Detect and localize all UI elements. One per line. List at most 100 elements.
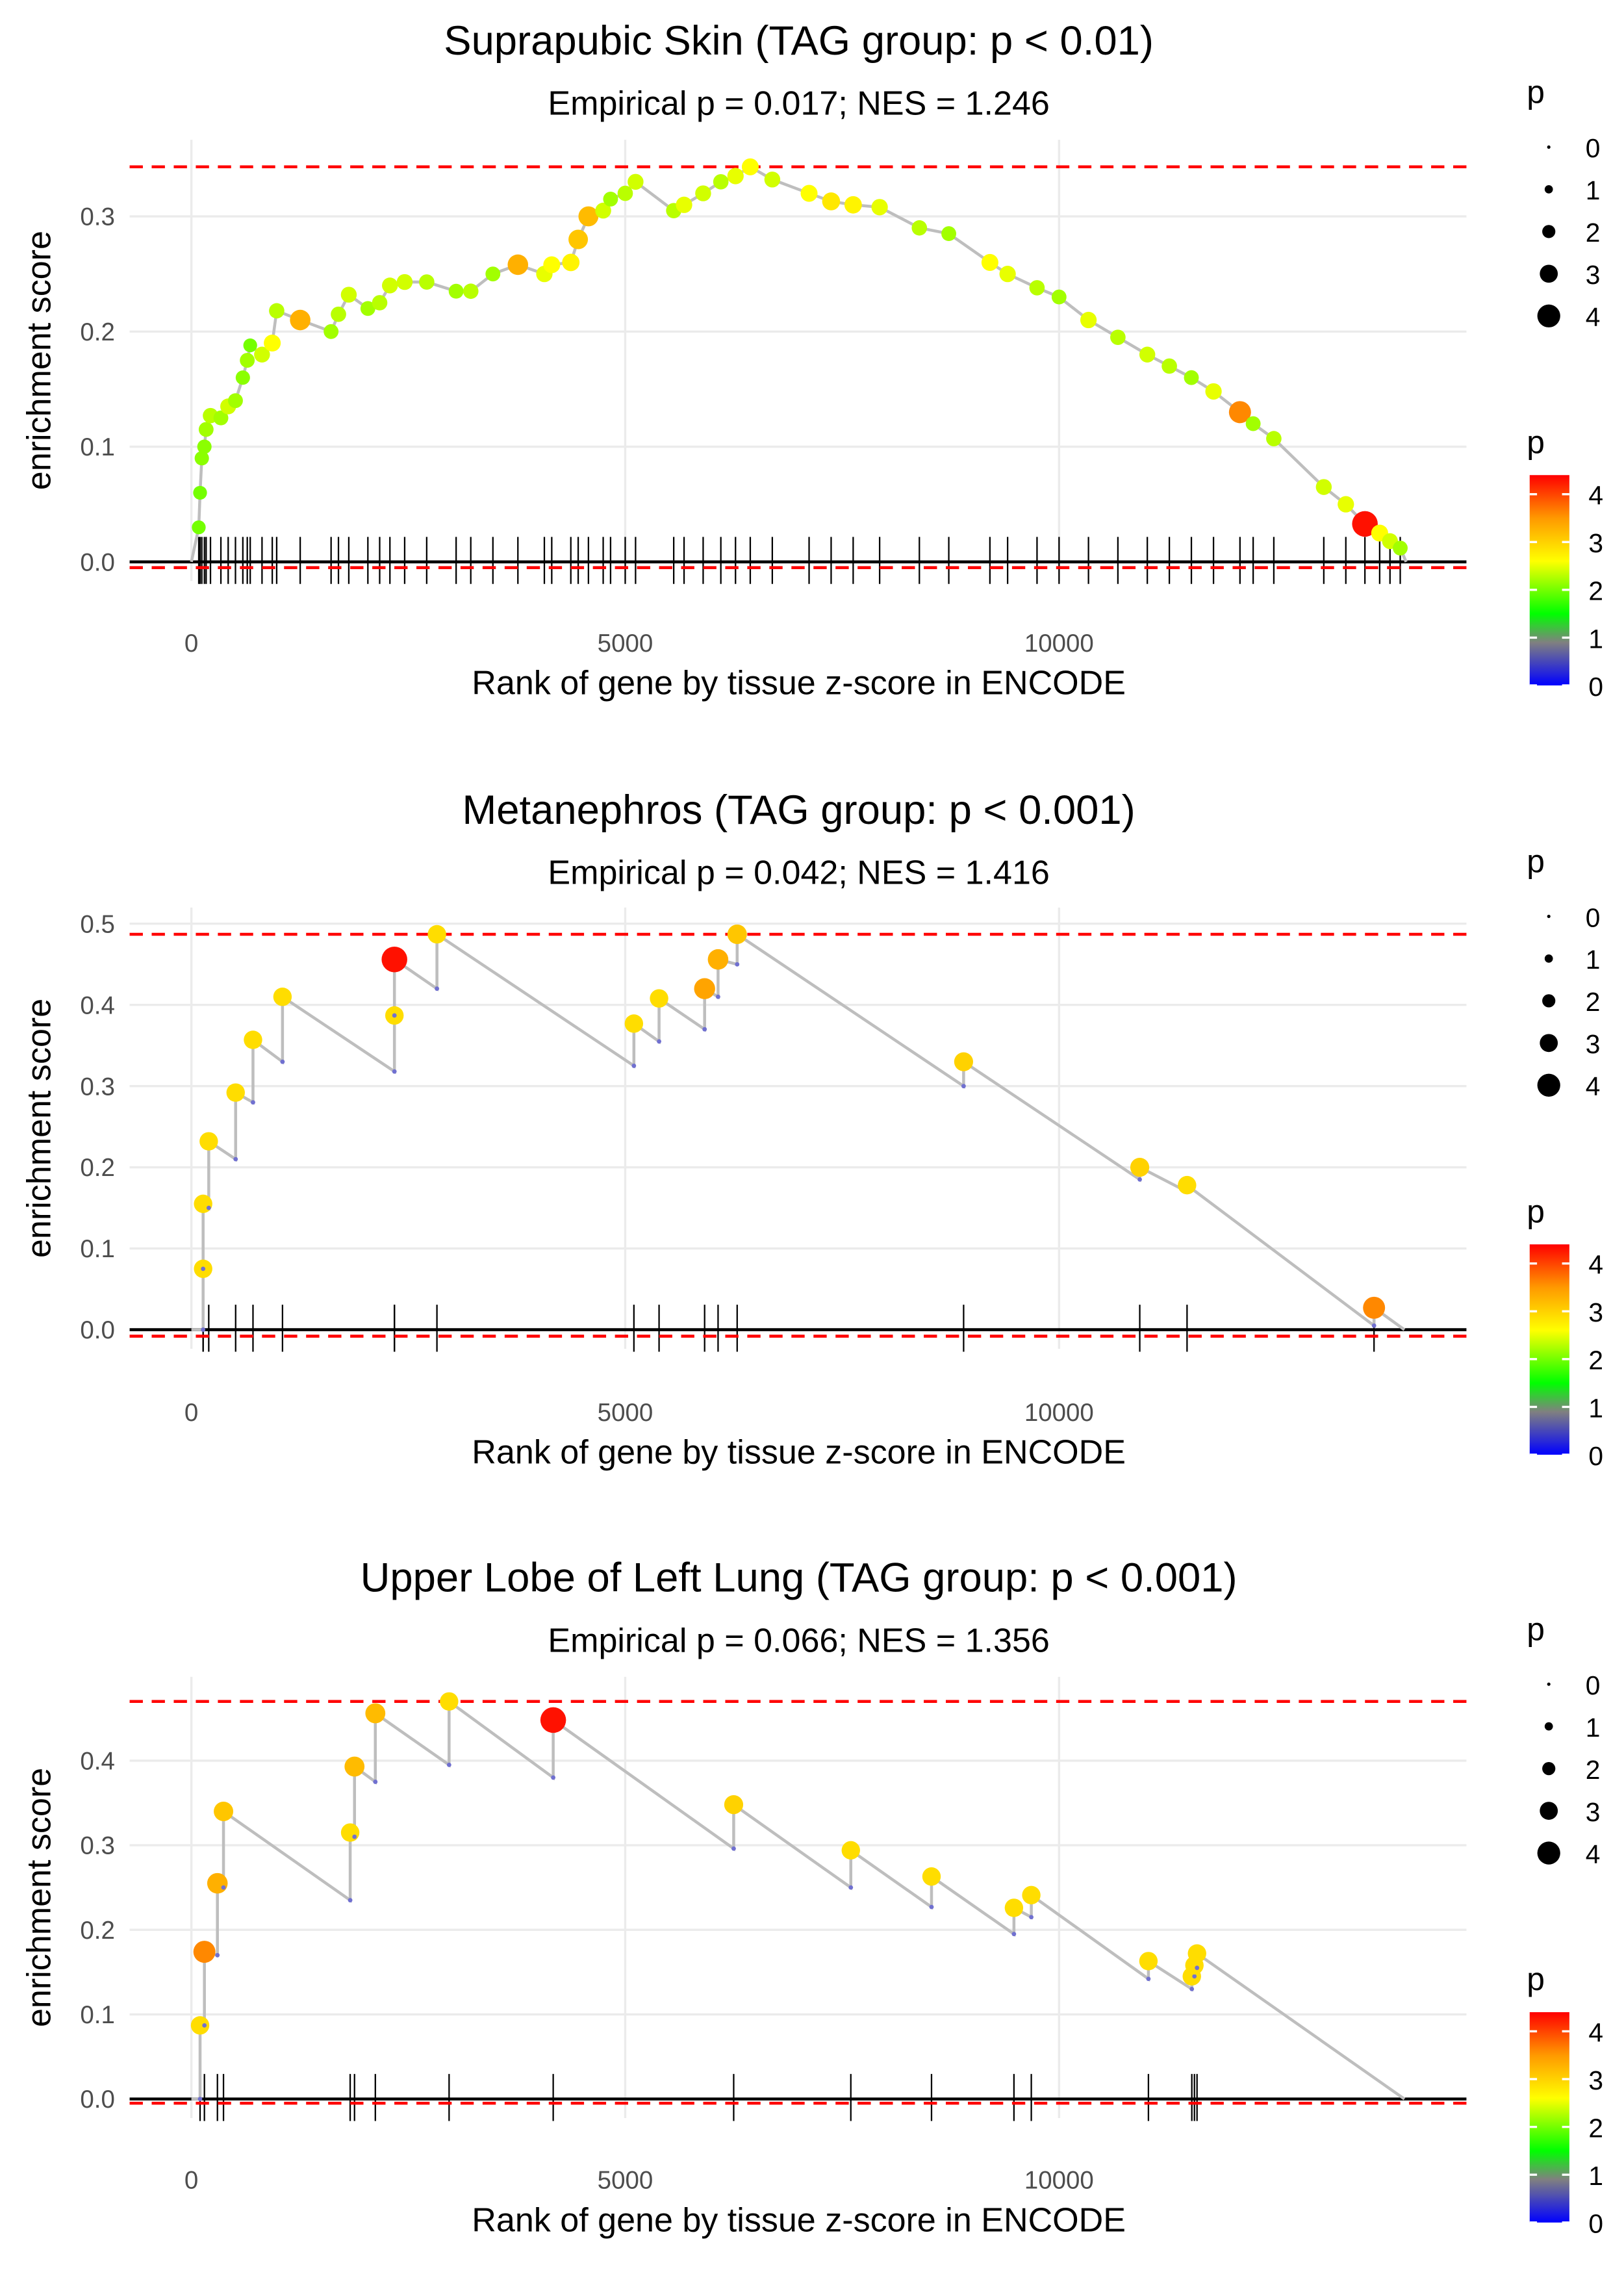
hit-point	[198, 422, 214, 437]
size-legend-label: 3	[1586, 1797, 1601, 1827]
pre-hit-point	[352, 1834, 357, 1839]
size-legend-label: 1	[1586, 175, 1601, 205]
size-legend-label: 4	[1586, 1839, 1601, 1869]
panel-3: Upper Lobe of Left Lung (TAG group: p < …	[20, 1555, 1603, 2240]
hit-point	[243, 338, 257, 353]
hit-point	[578, 206, 599, 227]
panel-subtitle: Empirical p = 0.066; NES = 1.356	[548, 1622, 1049, 1659]
pre-hit-point	[1371, 1323, 1377, 1328]
size-legend-dot	[1542, 994, 1556, 1008]
hit-point	[1205, 383, 1222, 400]
pre-hit-point	[929, 1904, 934, 1910]
colorbar-label: 1	[1588, 624, 1603, 654]
running-es-line	[191, 931, 1406, 1331]
colorbar-label: 4	[1588, 2017, 1603, 2047]
hit-point	[192, 520, 206, 535]
size-legend-dot	[1540, 1034, 1558, 1053]
x-tick-label: 10000	[1024, 2167, 1094, 2195]
size-legend-dot	[1537, 1841, 1560, 1865]
hit-point	[1029, 280, 1045, 296]
size-legend-label: 2	[1586, 218, 1601, 248]
colorbar-label: 0	[1588, 1441, 1603, 1471]
hit-point	[1161, 358, 1177, 374]
hit-point	[1178, 1175, 1197, 1195]
colorbar-label: 2	[1588, 1346, 1603, 1375]
hit-point	[199, 1132, 218, 1151]
pre-hit-point	[206, 1205, 211, 1210]
panel-subtitle: Empirical p = 0.017; NES = 1.246	[548, 85, 1049, 123]
hit-point	[628, 173, 644, 190]
hit-point	[922, 1867, 941, 1886]
y-axis-label: enrichment score	[20, 231, 58, 490]
hit-point	[562, 253, 580, 272]
hit-point	[1184, 370, 1199, 385]
hit-point	[1051, 289, 1067, 305]
size-legend-label: 1	[1586, 1713, 1601, 1743]
size-legend-label: 1	[1586, 945, 1601, 975]
size-legend-dot	[1547, 914, 1551, 918]
hit-point	[240, 353, 255, 368]
size-legend-label: 2	[1586, 987, 1601, 1017]
hit-point	[340, 287, 357, 303]
hit-point	[360, 301, 375, 316]
x-tick-label: 5000	[598, 2167, 653, 2195]
y-tick-label: 0.0	[80, 1316, 114, 1344]
pre-hit-point	[1189, 1986, 1195, 1991]
hit-point	[727, 168, 744, 185]
size-legend-label: 0	[1586, 133, 1601, 163]
hit-point	[727, 924, 747, 944]
y-tick-label: 0.0	[80, 2086, 114, 2114]
colorbar	[1529, 475, 1569, 685]
hit-point	[1110, 329, 1126, 345]
hit-point	[372, 295, 388, 311]
hit-point	[381, 946, 407, 973]
hit-point	[1363, 1296, 1386, 1319]
hit-point	[999, 266, 1016, 283]
size-legend-title: p	[1527, 1611, 1545, 1647]
size-legend-title: p	[1527, 73, 1545, 110]
size-legend-label: 3	[1586, 1029, 1601, 1059]
y-tick-label: 0.2	[80, 1917, 114, 1945]
color-legend-title: p	[1527, 424, 1545, 460]
y-tick-label: 0.2	[80, 318, 114, 346]
pre-hit-point	[1192, 1974, 1197, 1979]
x-axis-label: Rank of gene by tissue z-score in ENCODE	[472, 665, 1126, 702]
x-tick-label: 10000	[1024, 1399, 1094, 1427]
pre-hit-point	[446, 1763, 451, 1767]
pre-hit-point	[702, 1027, 707, 1032]
pre-hit-point	[197, 2097, 203, 2101]
pre-hit-point	[961, 1084, 966, 1089]
x-tick-label: 0	[184, 630, 198, 658]
size-legend-label: 4	[1586, 1071, 1601, 1101]
x-axis-label: Rank of gene by tissue z-score in ENCODE	[472, 1434, 1126, 1472]
y-tick-label: 0.5	[80, 910, 114, 938]
panel-title: Suprapubic Skin (TAG group: p < 0.01)	[444, 18, 1154, 64]
size-legend-label: 2	[1586, 1755, 1601, 1785]
size-legend-dot	[1547, 1682, 1551, 1686]
size-legend-dot	[1537, 1073, 1560, 1097]
colorbar-label: 4	[1588, 1250, 1603, 1280]
colorbar	[1529, 2012, 1569, 2223]
hit-point	[448, 283, 464, 299]
pre-hit-point	[1146, 1976, 1151, 1982]
pre-hit-point	[251, 1100, 255, 1105]
y-tick-label: 0.3	[80, 203, 114, 231]
size-legend-label: 3	[1586, 260, 1601, 290]
hit-point	[244, 1030, 262, 1049]
hit-point	[650, 989, 668, 1008]
pre-hit-point	[631, 1064, 637, 1068]
y-tick-label: 0.1	[80, 1235, 114, 1263]
size-legend-dot	[1540, 264, 1558, 283]
hit-point	[213, 410, 229, 426]
colorbar-label: 3	[1588, 2065, 1603, 2095]
hit-point	[419, 274, 435, 290]
size-legend-dot	[1540, 1802, 1558, 1820]
y-tick-label: 0.1	[80, 433, 114, 461]
hit-point	[382, 277, 398, 294]
hit-point	[1266, 431, 1282, 446]
hit-point	[800, 185, 818, 202]
pre-hit-point	[1011, 1932, 1017, 1937]
pre-hit-point	[201, 1327, 206, 1332]
pre-hit-point	[657, 1039, 661, 1044]
size-legend-dot	[1542, 225, 1556, 238]
